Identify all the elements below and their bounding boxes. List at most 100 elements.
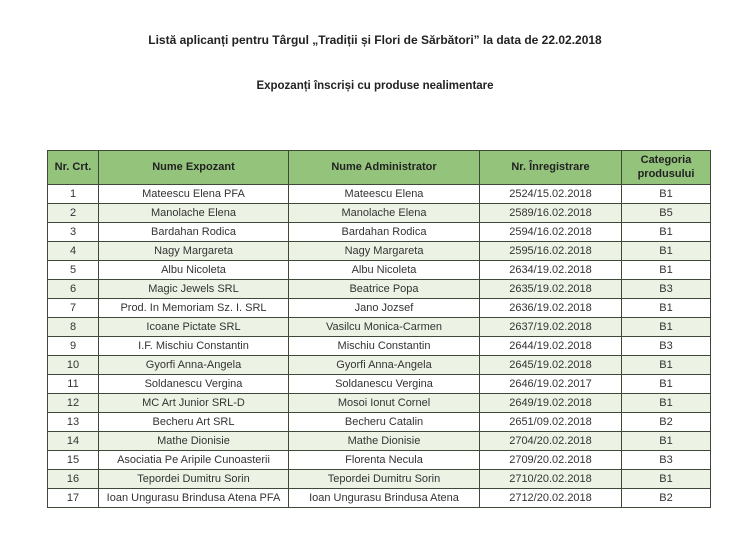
cell-nr-crt: 10 [47, 355, 99, 375]
cell-nume-administrator: Nagy Margareta [288, 241, 480, 261]
cell-nr-crt: 13 [47, 412, 99, 432]
cell-categoria-produsului: B3 [621, 336, 711, 356]
cell-nr-inregistrare: 2651/09.02.2018 [479, 412, 622, 432]
table-body: 1 Mateescu Elena PFA Mateescu Elena 2524/15… [47, 184, 711, 508]
cell-nume-expozant: Icoane Pictate SRL [98, 317, 289, 337]
column-header-nume-administrator: Nume Administrator [288, 150, 480, 185]
cell-nr-crt: 8 [47, 317, 99, 337]
cell-nume-expozant: MC Art Junior SRL-D [98, 393, 289, 413]
column-header-categoria-produsului: Categoria produsului [621, 150, 711, 185]
cell-categoria-produsului: B1 [621, 393, 711, 413]
cell-nr-inregistrare: 2646/19.02.2017 [479, 374, 622, 394]
cell-nume-administrator: Florenta Necula [288, 450, 480, 470]
table-row: 11 Soldanescu Vergina Soldanescu Vergina 26… [47, 374, 711, 394]
table-row: 1 Mateescu Elena PFA Mateescu Elena 2524/15… [47, 184, 711, 204]
cell-nr-inregistrare: 2636/19.02.2018 [479, 298, 622, 318]
cell-nume-administrator: Vasilcu Monica-Carmen [288, 317, 480, 337]
cell-nr-inregistrare: 2637/19.02.2018 [479, 317, 622, 337]
cell-nume-expozant: Nagy Margareta [98, 241, 289, 261]
cell-nr-inregistrare: 2635/19.02.2018 [479, 279, 622, 299]
cell-categoria-produsului: B1 [621, 222, 711, 242]
table-row: 14 Mathe Dionisie Mathe Dionisie 2704/20.02… [47, 431, 711, 451]
cell-categoria-produsului: B1 [621, 355, 711, 375]
cell-nr-inregistrare: 2649/19.02.2018 [479, 393, 622, 413]
cell-nr-inregistrare: 2712/20.02.2018 [479, 488, 622, 508]
cell-nume-expozant: Gyorfi Anna-Angela [98, 355, 289, 375]
cell-nr-crt: 15 [47, 450, 99, 470]
table-row: 15 Asociatia Pe Aripile Cunoasterii Floren… [47, 450, 711, 470]
cell-nume-administrator: Beatrice Popa [288, 279, 480, 299]
table-header-row: Nr. Crt. Nume Expozant Nume Administrato… [47, 150, 711, 185]
cell-nr-crt: 6 [47, 279, 99, 299]
table-row: 9 I.F. Mischiu Constantin Mischiu Constant… [47, 336, 711, 356]
cell-categoria-produsului: B1 [621, 241, 711, 261]
table-row: 8 Icoane Pictate SRL Vasilcu Monica-Carmen… [47, 317, 711, 337]
cell-nr-crt: 14 [47, 431, 99, 451]
cell-nume-administrator: Becheru Catalin [288, 412, 480, 432]
table-row: 17 Ioan Ungurasu Brindusa Atena PFA Ioan U… [47, 488, 711, 508]
cell-categoria-produsului: B1 [621, 469, 711, 489]
cell-nume-expozant: Magic Jewels SRL [98, 279, 289, 299]
cell-categoria-produsului: B1 [621, 298, 711, 318]
cell-nume-administrator: Albu Nicoleta [288, 260, 480, 280]
cell-nr-crt: 16 [47, 469, 99, 489]
cell-nr-crt: 3 [47, 222, 99, 242]
cell-categoria-produsului: B3 [621, 450, 711, 470]
table-row: 3 Bardahan Rodica Bardahan Rodica 2594/16.0… [47, 222, 711, 242]
cell-nume-expozant: Tepordei Dumitru Sorin [98, 469, 289, 489]
table-row: 10 Gyorfi Anna-Angela Gyorfi Anna-Angela 26… [47, 355, 711, 375]
document-subtitle: Expozanți înscriși cu produse nealimenta… [256, 80, 494, 92]
table-row: 12 MC Art Junior SRL-D Mosoi Ionut Cornel 2… [47, 393, 711, 413]
cell-nume-administrator: Jano Jozsef [288, 298, 480, 318]
cell-nr-crt: 5 [47, 260, 99, 280]
cell-categoria-produsului: B2 [621, 412, 711, 432]
document-title: Listă aplicanți pentru Târgul „Tradiții … [148, 33, 602, 47]
cell-nume-expozant: Ioan Ungurasu Brindusa Atena PFA [98, 488, 289, 508]
cell-nr-crt: 12 [47, 393, 99, 413]
cell-nume-administrator: Bardahan Rodica [288, 222, 480, 242]
cell-nr-crt: 17 [47, 488, 99, 508]
cell-nume-expozant: Mateescu Elena PFA [98, 184, 289, 204]
cell-nr-inregistrare: 2709/20.02.2018 [479, 450, 622, 470]
cell-nume-expozant: Prod. In Memoriam Sz. I. SRL [98, 298, 289, 318]
column-header-nr-inregistrare: Nr. Înregistrare [479, 150, 622, 185]
cell-nr-inregistrare: 2634/19.02.2018 [479, 260, 622, 280]
cell-nume-expozant: Albu Nicoleta [98, 260, 289, 280]
cell-nume-expozant: Bardahan Rodica [98, 222, 289, 242]
cell-nume-administrator: Soldanescu Vergina [288, 374, 480, 394]
cell-categoria-produsului: B1 [621, 431, 711, 451]
column-header-nume-expozant: Nume Expozant [98, 150, 289, 185]
table-row: 4 Nagy Margareta Nagy Margareta 2595/16.02.… [47, 241, 711, 261]
cell-nume-expozant: I.F. Mischiu Constantin [98, 336, 289, 356]
cell-nr-inregistrare: 2594/16.02.2018 [479, 222, 622, 242]
cell-nr-crt: 11 [47, 374, 99, 394]
cell-nr-inregistrare: 2704/20.02.2018 [479, 431, 622, 451]
cell-nr-crt: 2 [47, 203, 99, 223]
cell-nume-administrator: Mateescu Elena [288, 184, 480, 204]
cell-nume-administrator: Mosoi Ionut Cornel [288, 393, 480, 413]
cell-categoria-produsului: B1 [621, 374, 711, 394]
cell-categoria-produsului: B5 [621, 203, 711, 223]
cell-categoria-produsului: B1 [621, 184, 711, 204]
cell-nume-administrator: Mathe Dionisie [288, 431, 480, 451]
cell-nume-administrator: Mischiu Constantin [288, 336, 480, 356]
table-header: Nr. Crt. Nume Expozant Nume Administrato… [47, 150, 711, 185]
cell-nr-crt: 4 [47, 241, 99, 261]
cell-nr-inregistrare: 2645/19.02.2018 [479, 355, 622, 375]
cell-nume-administrator: Gyorfi Anna-Angela [288, 355, 480, 375]
cell-nume-expozant: Asociatia Pe Aripile Cunoasterii [98, 450, 289, 470]
cell-nume-expozant: Mathe Dionisie [98, 431, 289, 451]
cell-nr-inregistrare: 2595/16.02.2018 [479, 241, 622, 261]
cell-nume-administrator: Tepordei Dumitru Sorin [288, 469, 480, 489]
cell-categoria-produsului: B3 [621, 279, 711, 299]
cell-nr-crt: 7 [47, 298, 99, 318]
cell-nr-crt: 1 [47, 184, 99, 204]
cell-categoria-produsului: B2 [621, 488, 711, 508]
cell-nr-inregistrare: 2710/20.02.2018 [479, 469, 622, 489]
cell-nume-expozant: Becheru Art SRL [98, 412, 289, 432]
table-row: 7 Prod. In Memoriam Sz. I. SRL Jano Jozsef… [47, 298, 711, 318]
cell-nume-administrator: Ioan Ungurasu Brindusa Atena [288, 488, 480, 508]
table-row: 16 Tepordei Dumitru Sorin Tepordei Dumitru… [47, 469, 711, 489]
table-row: 13 Becheru Art SRL Becheru Catalin 2651/09.… [47, 412, 711, 432]
cell-nume-expozant: Manolache Elena [98, 203, 289, 223]
